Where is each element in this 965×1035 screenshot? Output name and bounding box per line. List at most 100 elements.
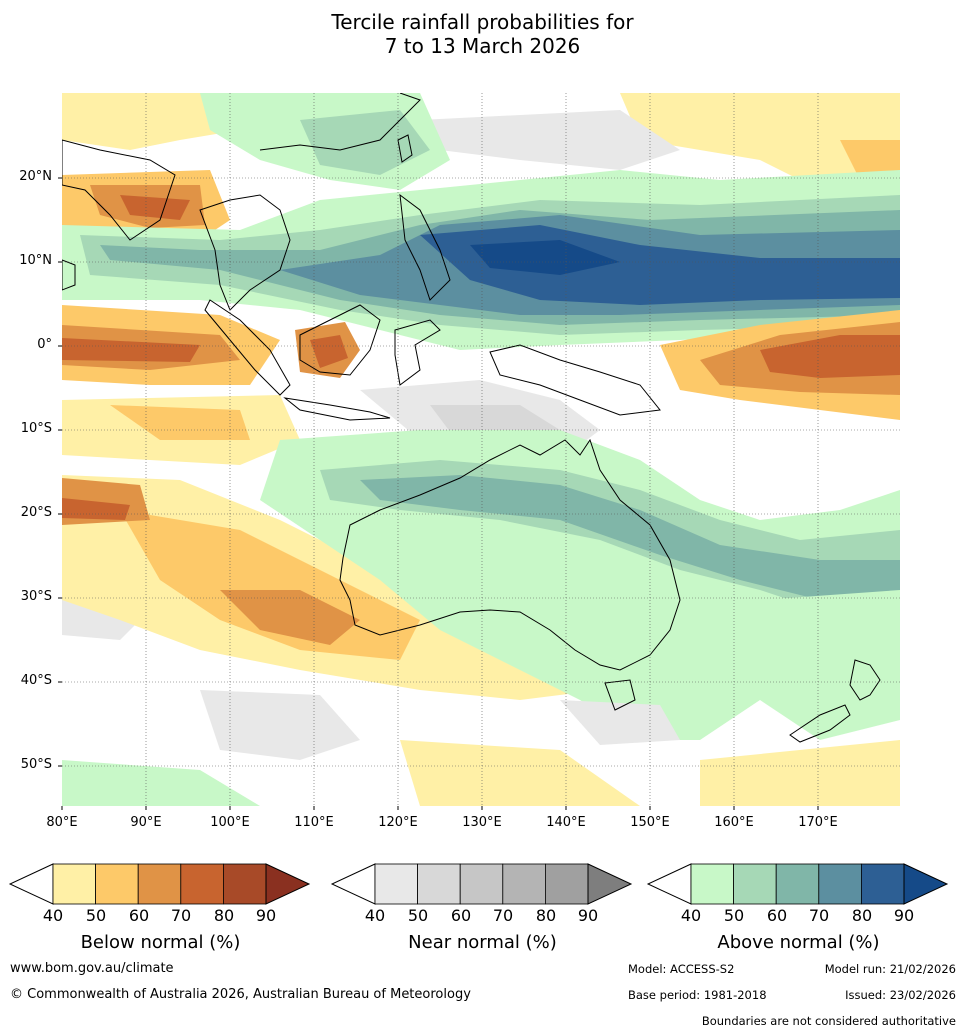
- coastlines: [62, 93, 881, 743]
- below-colorbar-cells: [8, 863, 311, 905]
- issued-text: Issued: 23/02/2026: [845, 988, 956, 1002]
- tasmania-outline: [604, 679, 636, 711]
- colorbar-cell: [180, 863, 224, 905]
- model-text: Model: ACCESS-S2: [628, 962, 735, 976]
- base-period-text: Base period: 1981-2018: [628, 988, 767, 1002]
- lon-label: 150°E: [630, 815, 670, 830]
- lat-label: 10°S: [20, 421, 52, 436]
- colorbar-cell: [860, 863, 905, 905]
- taiwan-outline: [397, 134, 413, 163]
- cbar-tick: 50: [407, 906, 429, 925]
- map-title: Tercile rainfall probabilities for 7 to …: [0, 10, 965, 58]
- lat-label: 30°S: [20, 589, 52, 604]
- lon-label: 110°E: [294, 815, 334, 830]
- cbar-tick: 40: [680, 906, 702, 925]
- borneo-outline: [299, 304, 381, 376]
- lon-label: 170°E: [798, 815, 838, 830]
- eq-west-red: [62, 338, 200, 362]
- title-line-2: 7 to 13 March 2026: [384, 34, 581, 58]
- colorbar-upper-extension: [903, 863, 949, 905]
- new-guinea-outline: [489, 344, 661, 416]
- colorbar-cell: [374, 863, 418, 905]
- borneo-red: [310, 335, 348, 368]
- below-normal-colorbar: [8, 863, 311, 905]
- indochina-outline: [199, 194, 291, 311]
- cbar-tick: 50: [85, 906, 107, 925]
- lon-label: 160°E: [714, 815, 754, 830]
- colorbar-upper-extension: [587, 863, 633, 905]
- java-outline: [283, 397, 391, 421]
- colorbar-cell: [818, 863, 862, 905]
- sio-dark-south: [220, 590, 360, 645]
- above-normal-colorbar: [646, 863, 949, 905]
- cbar-tick: 60: [128, 906, 150, 925]
- below-normal-label: Below normal (%): [80, 932, 241, 953]
- cbar-tick: 80: [213, 906, 235, 925]
- so-green-1: [62, 760, 260, 806]
- colorbar-lower-extension: [646, 863, 692, 905]
- probability-field: [62, 93, 900, 806]
- lon-label: 130°E: [462, 815, 502, 830]
- so-yellow-2: [700, 740, 900, 806]
- colorbar-lower-extension: [330, 863, 376, 905]
- cbar-tick: 60: [766, 906, 788, 925]
- aus-teal-70: [360, 475, 900, 600]
- near-normal-label: Near normal (%): [408, 932, 557, 953]
- so-grey-1: [200, 690, 360, 760]
- n-yellow-east: [620, 93, 900, 200]
- bengal-red: [120, 195, 190, 220]
- cbar-tick: 40: [364, 906, 386, 925]
- title-line-1: Tercile rainfall probabilities for: [331, 10, 634, 34]
- copyright-text: © Commonwealth of Australia 2026, Austra…: [10, 987, 471, 1002]
- near-normal-colorbar: [330, 863, 633, 905]
- lat-label: 20°N: [19, 169, 52, 184]
- sumatra-outline: [204, 299, 291, 396]
- graticule: [62, 93, 900, 806]
- cbar-tick: 90: [577, 906, 599, 925]
- colorbar-cell: [690, 863, 734, 905]
- n-grey-band: [420, 110, 680, 170]
- cbar-tick: 90: [893, 906, 915, 925]
- above-colorbar-cells: [646, 863, 949, 905]
- lat-label: 10°N: [19, 253, 52, 268]
- india-outline: [62, 139, 176, 241]
- rainfall-map: [58, 93, 900, 810]
- cbar-tick: 60: [450, 906, 472, 925]
- n-teal-china: [300, 110, 430, 175]
- disclaimer-text: Boundaries are not considered authoritat…: [701, 1014, 956, 1028]
- sulawesi-outline: [394, 319, 441, 386]
- colorbar-cell: [137, 863, 182, 905]
- philippines-outline: [399, 193, 451, 301]
- lat-label: 50°S: [20, 757, 52, 772]
- australia-outline: [339, 438, 681, 671]
- colorbar-cell: [95, 863, 139, 905]
- website-link[interactable]: www.bom.gov.au/climate: [10, 961, 174, 976]
- colorbar-cell: [52, 863, 96, 905]
- sio-red-west: [62, 498, 130, 520]
- lat-label: 20°S: [20, 505, 52, 520]
- lon-label: 100°E: [210, 815, 250, 830]
- cbar-tick: 50: [723, 906, 745, 925]
- near-colorbar-cells: [330, 863, 633, 905]
- colorbar-cell: [544, 863, 589, 905]
- new-zealand-south: [789, 704, 851, 743]
- lat-label: 40°S: [20, 673, 52, 688]
- china-coast: [259, 93, 421, 151]
- cbar-tick: 70: [492, 906, 514, 925]
- colorbar-cell: [222, 863, 267, 905]
- sio-yellow-mid: [110, 405, 250, 440]
- new-zealand-north: [849, 659, 881, 701]
- colorbar-cell: [502, 863, 546, 905]
- lon-label: 80°E: [46, 815, 78, 830]
- colorbar-lower-extension: [8, 863, 54, 905]
- cbar-tick: 90: [255, 906, 277, 925]
- lon-label: 140°E: [546, 815, 586, 830]
- colorbar-cell: [775, 863, 820, 905]
- colorbar-cell: [417, 863, 461, 905]
- lon-label: 90°E: [130, 815, 162, 830]
- aus-east-pacific-green: [760, 590, 900, 740]
- so-yellow-1: [400, 740, 640, 806]
- colorbar-cell: [459, 863, 504, 905]
- colorbar-cell: [733, 863, 777, 905]
- cbar-tick: 40: [42, 906, 64, 925]
